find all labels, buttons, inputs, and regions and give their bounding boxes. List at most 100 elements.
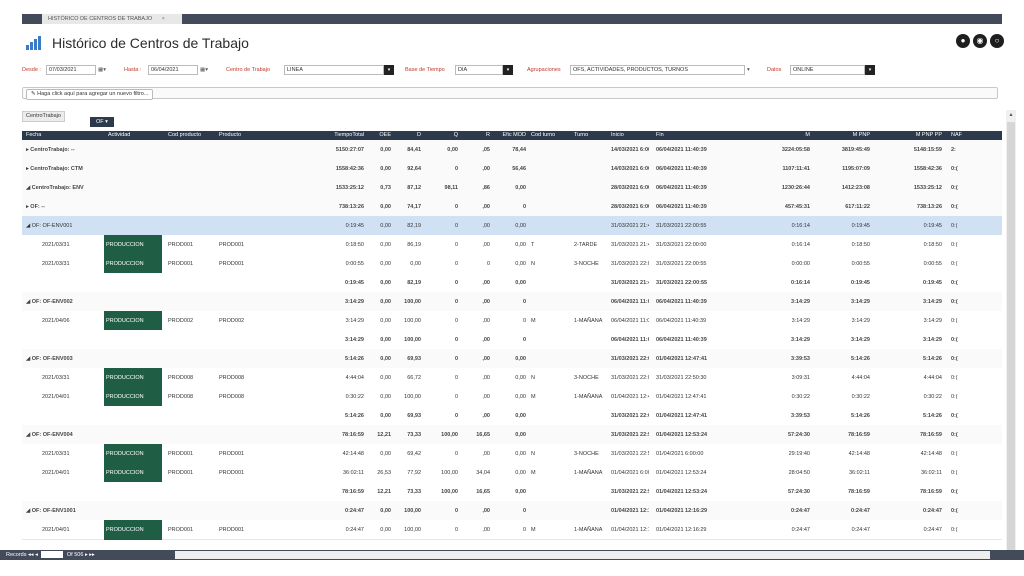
- hasta-date-input[interactable]: 06/04/2021: [148, 65, 198, 75]
- cell-oee: 0,00: [380, 337, 391, 343]
- chevron-down-icon[interactable]: ▾: [865, 65, 875, 75]
- column-header-fecha[interactable]: Fecha: [26, 132, 42, 138]
- column-header-naf[interactable]: NAF: [951, 132, 962, 138]
- cell-m-pnp-pp: 0:24:47: [923, 508, 942, 514]
- column-header-r[interactable]: R: [486, 132, 490, 138]
- group-row[interactable]: ◢ OF: OF-ENV1001 0:24:47 0,00 100,00 0,00 0 01…: [22, 501, 1002, 521]
- refresh-icon[interactable]: ○: [990, 34, 1004, 48]
- column-header-m[interactable]: M: [805, 132, 810, 138]
- group-centrotrabajo[interactable]: CentroTrabajo: [22, 111, 65, 122]
- datos-select[interactable]: ONLINE: [790, 65, 865, 75]
- prev-page-icon[interactable]: ◂: [35, 552, 38, 558]
- cell-q: 0: [454, 527, 458, 533]
- cell-tiempo-total: 36:02:11: [342, 470, 364, 476]
- desde-date-input[interactable]: 07/03/2021: [46, 65, 96, 75]
- cell-naf: 0:(: [951, 185, 958, 191]
- cell-d: 86,19: [407, 242, 421, 248]
- centro-select[interactable]: LINEA: [284, 65, 384, 75]
- cell-q: 0: [454, 166, 458, 172]
- last-page-icon[interactable]: ▸▸: [89, 552, 95, 558]
- group-row[interactable]: ▸ CentroTrabajo: CTM 1558:42:36 0,00 92,64 0…: [22, 159, 1002, 179]
- cell-inicio: 06/04/2021 11:07:41: [611, 337, 649, 343]
- group-row[interactable]: ◢ OF: OF-ENV002 3:14:29 0,00 100,00 0,00 0 06/…: [22, 292, 1002, 312]
- table-row[interactable]: 2021/03/31 PRODUCCION PROD001 PROD001 42:14:…: [22, 444, 1002, 464]
- cell-actividad: PRODUCCION: [104, 254, 162, 274]
- table-row[interactable]: 2021/03/31 PRODUCCION PROD001 PROD001 0:18:5…: [22, 235, 1002, 255]
- cell-actividad: PRODUCCION: [104, 387, 162, 407]
- cell-efic-mod: 0: [522, 299, 526, 305]
- cell-q: 0: [454, 394, 458, 400]
- column-header-tiempo-total[interactable]: TiempoTotal: [334, 132, 364, 138]
- pager: Records ◂◂ ◂ Of 506 ▸ ▸▸: [6, 550, 95, 560]
- cell-m-pnp-pp: 0:19:45: [923, 280, 942, 286]
- table-row[interactable]: 2021/03/31 PRODUCCION PROD008 PROD008 4:44:0…: [22, 368, 1002, 388]
- group-row[interactable]: ▸ OF: -- 738:13:26 0,00 74,17 0,00 0 28/03/202…: [22, 197, 1002, 217]
- cell-m: 3:14:29: [791, 318, 810, 324]
- cell-fecha: 2021/04/06: [42, 318, 70, 324]
- chevron-down-icon[interactable]: ▾: [503, 65, 513, 75]
- cell-d: 69,42: [407, 451, 421, 457]
- cell-r: ,00: [482, 375, 490, 381]
- group-row[interactable]: ◢ CentroTrabajo: ENV 1533:25:12 0,73 87,12 9…: [22, 178, 1002, 198]
- cell-inicio: 01/04/2021 6:00:00: [611, 470, 649, 476]
- scroll-up-icon[interactable]: ▴: [1009, 112, 1013, 118]
- horizontal-scrollbar[interactable]: [175, 551, 990, 559]
- cell-m: 457:45:31: [784, 204, 810, 210]
- group-row[interactable]: ◢ OF: OF-ENV003 5:14:26 0,00 69,93 0,00 0,00 3…: [22, 349, 1002, 369]
- group-summary-row[interactable]: 78:16:59 12,21 73,33 100,00 16,65 0,00 31/03/2…: [22, 482, 1002, 502]
- table-row[interactable]: 2021/04/01 PRODUCCION PROD008 PROD008 0:30:2…: [22, 387, 1002, 407]
- column-header-d[interactable]: D: [417, 132, 421, 138]
- column-header-fin[interactable]: Fin: [656, 132, 664, 138]
- calendar-icon[interactable]: ▦▾: [98, 67, 106, 73]
- column-header-cod-turno[interactable]: Cod turno: [531, 132, 556, 138]
- group-summary-row[interactable]: 5:14:26 0,00 69,93 0,00 0,00 31/03/2021 22: 01…: [22, 406, 1002, 426]
- export-icon[interactable]: ●: [956, 34, 970, 48]
- page-input[interactable]: [41, 551, 64, 559]
- column-header-m-pnp[interactable]: M PNP: [852, 132, 870, 138]
- cell-m-pnp-pp: 738:13:26: [916, 204, 942, 210]
- column-header-turno[interactable]: Turno: [574, 132, 589, 138]
- cell-oee: 12,21: [377, 432, 391, 438]
- close-icon[interactable]: ×: [161, 16, 165, 22]
- tab-historico[interactable]: HISTÓRICO DE CENTROS DE TRABAJO ×: [42, 14, 182, 24]
- table-row[interactable]: 2021/03/31 PRODUCCION PROD001 PROD001 0:00:5…: [22, 254, 1002, 274]
- cell-producto: PROD001: [219, 451, 245, 457]
- settings-icon[interactable]: ◉: [973, 34, 987, 48]
- agrup-select[interactable]: OFS, ACTIVIDADES, PRODUCTOS, TURNOS: [570, 65, 745, 75]
- column-header-q[interactable]: Q: [453, 132, 458, 138]
- group-row[interactable]: ◢ OF: OF-ENV001 0:19:45 0,00 82,19 0,00 0,00 3…: [22, 216, 1002, 236]
- cell-r: ,00: [482, 451, 490, 457]
- column-header-producto[interactable]: Producto: [219, 132, 242, 138]
- cell-efic-mod: 0: [522, 508, 526, 514]
- cell-cod-turno: M: [531, 470, 536, 476]
- chevron-down-icon[interactable]: ▾: [384, 65, 394, 75]
- cell-r: ,00: [482, 280, 490, 286]
- vertical-scrollbar[interactable]: ▴: [1006, 110, 1016, 550]
- column-header-cod-producto[interactable]: Cod producto: [168, 132, 202, 138]
- next-page-icon[interactable]: ▸: [84, 552, 88, 558]
- cell-oee: 0,00: [380, 280, 391, 286]
- column-header-efic-mod[interactable]: Efic MOD: [502, 132, 526, 138]
- group-chip-of[interactable]: OF ▾: [90, 117, 114, 127]
- column-header-oee[interactable]: OEE: [379, 132, 391, 138]
- cell-efic-mod: 0: [522, 204, 526, 210]
- calendar-icon[interactable]: ▦▾: [200, 67, 208, 73]
- table-row[interactable]: 2021/04/06 PRODUCCION PROD002 PROD002 3:14:2…: [22, 311, 1002, 331]
- group-row[interactable]: ◢ OF: OF-ENV004 78:16:59 12,21 73,33 100,00 1…: [22, 425, 1002, 445]
- cell-tiempo-total: 738:13:26: [338, 204, 364, 210]
- filter-builder-bar: ✎ Haga click aquí para agregar un nuevo …: [22, 87, 998, 100]
- column-header-actividad[interactable]: Actividad: [108, 132, 131, 138]
- group-row[interactable]: ▸ CentroTrabajo: -- 5150:27:07 0,00 84,41 0,…: [22, 140, 1002, 160]
- table-row[interactable]: 2021/04/01 PRODUCCION PROD001 PROD001 36:02:…: [22, 463, 1002, 483]
- first-page-icon[interactable]: ◂◂: [28, 552, 34, 558]
- scroll-thumb[interactable]: [1007, 122, 1015, 550]
- column-header-m-pnp-pp[interactable]: M PNP PP: [915, 132, 942, 138]
- column-header-inicio[interactable]: Inicio: [611, 132, 624, 138]
- base-select[interactable]: DIA: [455, 65, 503, 75]
- add-filter-button[interactable]: ✎ Haga click aquí para agregar un nuevo …: [26, 89, 154, 100]
- cell-m-pnp-pp: 78:16:59: [919, 432, 942, 438]
- chevron-down-icon[interactable]: ▾: [747, 67, 750, 73]
- table-row[interactable]: 2021/04/01 PRODUCCION PROD001 PROD001 0:24:4…: [22, 520, 1002, 540]
